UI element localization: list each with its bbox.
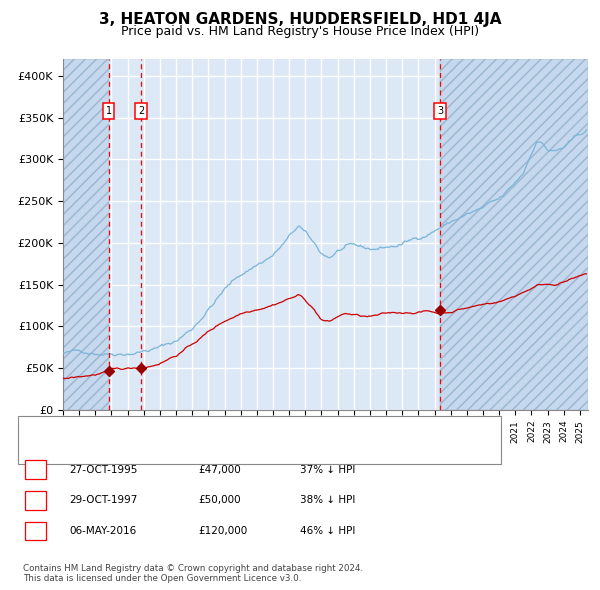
Text: £50,000: £50,000 <box>198 496 241 505</box>
Text: 38% ↓ HPI: 38% ↓ HPI <box>300 496 355 505</box>
Text: 2: 2 <box>138 106 144 116</box>
Text: Contains HM Land Registry data © Crown copyright and database right 2024.
This d: Contains HM Land Registry data © Crown c… <box>23 563 363 583</box>
Text: 06-MAY-2016: 06-MAY-2016 <box>69 526 136 536</box>
Text: £47,000: £47,000 <box>198 465 241 474</box>
Bar <box>440 59 588 410</box>
Bar <box>440 59 588 410</box>
Text: 2: 2 <box>32 496 39 505</box>
Text: 27-OCT-1995: 27-OCT-1995 <box>69 465 137 474</box>
Text: 46% ↓ HPI: 46% ↓ HPI <box>300 526 355 536</box>
Text: 37% ↓ HPI: 37% ↓ HPI <box>300 465 355 474</box>
Text: 1: 1 <box>32 465 39 474</box>
Bar <box>63 59 109 410</box>
Text: ——: —— <box>28 444 53 457</box>
Text: £120,000: £120,000 <box>198 526 247 536</box>
Text: 29-OCT-1997: 29-OCT-1997 <box>69 496 137 505</box>
Text: 3: 3 <box>437 106 443 116</box>
Text: 3: 3 <box>32 526 39 536</box>
Text: Price paid vs. HM Land Registry's House Price Index (HPI): Price paid vs. HM Land Registry's House … <box>121 25 479 38</box>
Text: 1: 1 <box>106 106 112 116</box>
Text: ——: —— <box>28 425 53 438</box>
Bar <box>63 59 109 410</box>
Text: HPI: Average price, detached house, Kirklees: HPI: Average price, detached house, Kirk… <box>59 446 283 455</box>
Text: 3, HEATON GARDENS, HUDDERSFIELD, HD1 4JA: 3, HEATON GARDENS, HUDDERSFIELD, HD1 4JA <box>99 12 501 27</box>
Text: 3, HEATON GARDENS, HUDDERSFIELD, HD1 4JA (detached house): 3, HEATON GARDENS, HUDDERSFIELD, HD1 4JA… <box>59 427 388 437</box>
